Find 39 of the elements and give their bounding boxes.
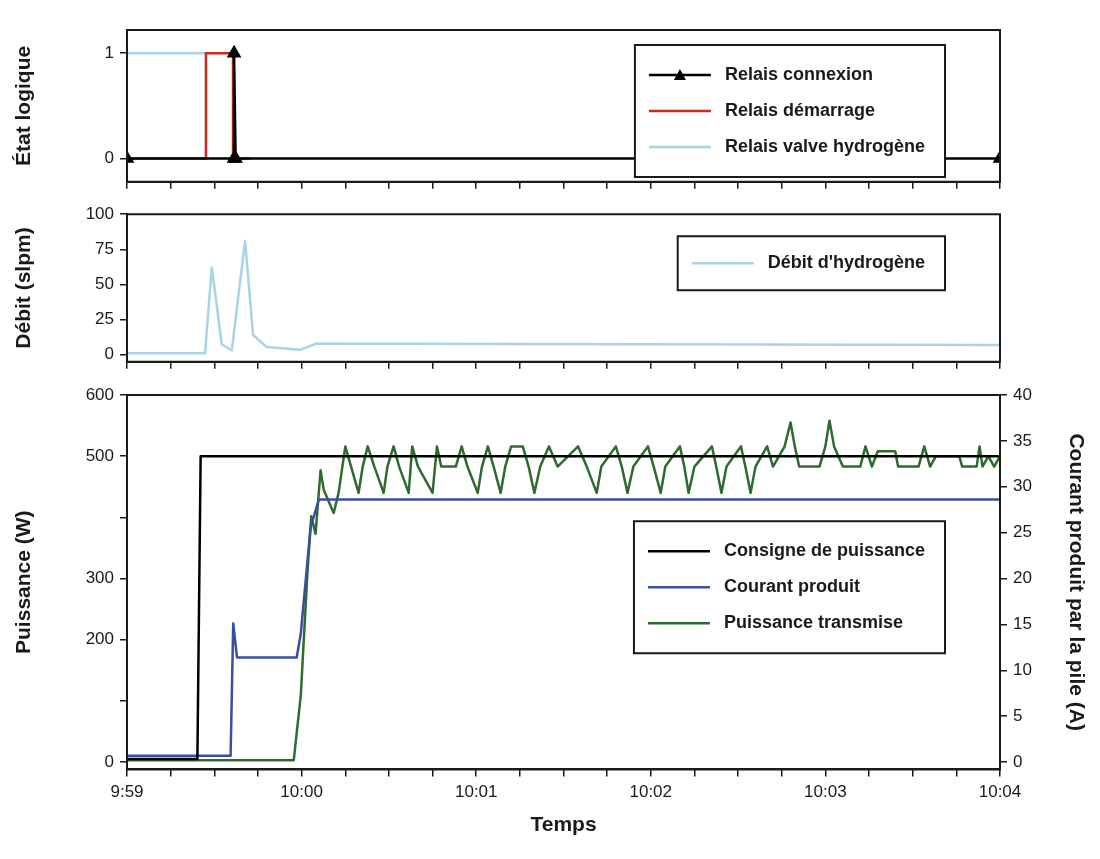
y2-tick-label: 40 xyxy=(1013,384,1032,404)
legend-label: Débit d'hydrogène xyxy=(767,252,926,273)
y-tick-label: 0 xyxy=(104,344,114,364)
y-tick-label: 600 xyxy=(85,384,114,404)
y-tick-label: 75 xyxy=(95,239,114,259)
y-tick-label: 100 xyxy=(85,203,114,223)
y2-tick-label: 10 xyxy=(1013,659,1032,679)
legend-label: Relais valve hydrogène xyxy=(724,135,925,156)
y2-tick-label: 5 xyxy=(1013,705,1023,725)
legend-label: Relais connexion xyxy=(724,63,873,84)
x-tick-label: 10:01 xyxy=(454,782,498,802)
legend-label: Courant produit xyxy=(723,576,860,597)
x-axis-title: Temps xyxy=(530,812,597,836)
y2-tick-label: 20 xyxy=(1013,568,1032,588)
y-tick-label: 0 xyxy=(104,751,114,771)
y-tick-label: 25 xyxy=(95,309,114,329)
legend-label: Puissance transmise xyxy=(723,612,904,633)
y2-tick-label: 30 xyxy=(1013,476,1032,496)
x-tick-label: 10:04 xyxy=(978,782,1022,802)
y-tick-label: 0 xyxy=(104,148,114,168)
x-tick-label: 9:59 xyxy=(110,782,144,802)
y-tick-label: 200 xyxy=(85,629,114,649)
y-tick-label: 500 xyxy=(85,445,114,465)
x-tick-label: 10:03 xyxy=(804,782,847,802)
x-tick-label: 10:02 xyxy=(629,782,673,802)
y2-tick-label: 15 xyxy=(1013,614,1032,634)
y2-axis-title: Courant produit par la pile (A) xyxy=(1065,433,1089,731)
y-tick-label: 300 xyxy=(85,568,114,588)
y2-tick-label: 25 xyxy=(1013,522,1032,542)
y-axis-title: Débit (slpm) xyxy=(11,227,35,349)
y-axis-title: État logique xyxy=(11,45,35,166)
y-tick-label: 50 xyxy=(95,274,114,294)
y-axis-title: Puissance (W) xyxy=(11,510,35,654)
legend-label: Consigne de puissance xyxy=(723,540,926,561)
y2-tick-label: 35 xyxy=(1013,430,1032,450)
legend-label: Relais démarrage xyxy=(724,99,875,120)
y-tick-label: 1 xyxy=(104,42,114,62)
x-tick-label: 10:00 xyxy=(280,782,323,802)
y2-tick-label: 0 xyxy=(1013,751,1023,771)
